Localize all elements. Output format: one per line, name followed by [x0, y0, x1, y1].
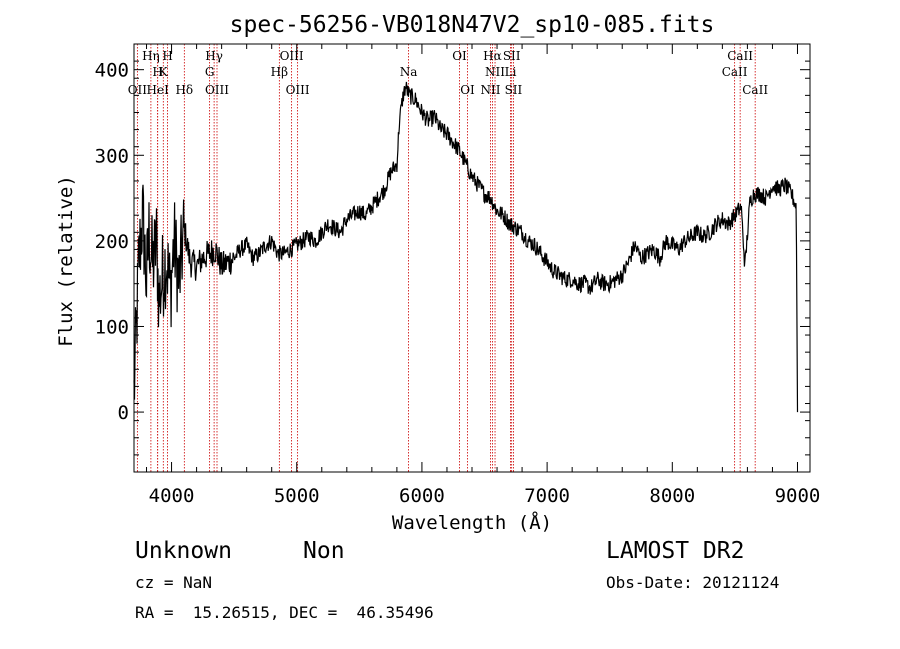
spectral-line-label: NII	[481, 83, 501, 97]
spectral-line-label: CaII	[727, 49, 753, 63]
spectral-line-label: H	[152, 65, 162, 79]
y-axis-label: Flux (relative)	[55, 175, 77, 347]
y-tick-label: 300	[95, 145, 129, 167]
spectral-line-label: HeI	[147, 83, 170, 97]
subclass-label: Non	[303, 538, 345, 564]
x-tick-label: 5000	[274, 485, 320, 507]
x-axis-ticks: 4000 5000 6000 7000 8000 9000	[146, 44, 821, 507]
x-tick-label: 7000	[524, 485, 570, 507]
spectral-line-label: NII	[485, 65, 505, 79]
spectral-line-label: OI	[460, 83, 475, 97]
x-tick-label: 6000	[399, 485, 445, 507]
coordinates-readout: RA = 15.26515, DEC = 46.35496	[135, 603, 434, 622]
x-tick-label: 4000	[149, 485, 195, 507]
x-axis-label: Wavelength (Å)	[392, 511, 552, 534]
spectral-line-label: OII	[128, 83, 148, 97]
redshift-readout: cz = NaN	[135, 573, 213, 592]
spectral-line-label: H	[162, 49, 172, 63]
y-tick-label: 0	[118, 402, 129, 424]
spectral-line-label: OIII	[205, 83, 229, 97]
x-tick-label: 8000	[649, 485, 695, 507]
spectral-line-label: SII	[503, 49, 521, 63]
spectral-line-label: Li	[505, 65, 517, 79]
y-tick-label: 400	[95, 60, 129, 82]
spectral-line-label: Hη	[142, 49, 160, 63]
spectral-line-label: OIII	[286, 83, 310, 97]
spectral-line-label: Na	[400, 65, 418, 79]
spectral-line-label: Hδ	[175, 83, 193, 97]
x-tick-label: 9000	[775, 485, 821, 507]
spectrum-series-line	[133, 81, 799, 413]
spectral-line-label: OI	[452, 49, 467, 63]
spectral-line-label: Hγ	[205, 49, 223, 63]
spectral-line-label: CaII	[722, 65, 748, 79]
spectral-line-label: SII	[505, 83, 523, 97]
spectral-line-label: G	[205, 65, 215, 79]
y-tick-label: 100	[95, 316, 129, 338]
spectral-line-label: K	[159, 65, 169, 79]
spectral-line-label: CaII	[742, 83, 768, 97]
y-tick-label: 200	[95, 231, 129, 253]
obs-date-readout: Obs-Date: 20121124	[606, 573, 780, 592]
spectral-line-label: OIII	[280, 49, 304, 63]
class-label: Unknown	[135, 538, 232, 564]
survey-label: LAMOST DR2	[606, 538, 745, 564]
chart-title: spec-56256-VB018N47V2_sp10-085.fits	[230, 12, 715, 38]
spectral-line-label: Hβ	[271, 65, 288, 79]
y-axis-ticks: 0 100 200 300 400	[95, 60, 810, 456]
spectral-line-label: Hα	[483, 49, 502, 63]
